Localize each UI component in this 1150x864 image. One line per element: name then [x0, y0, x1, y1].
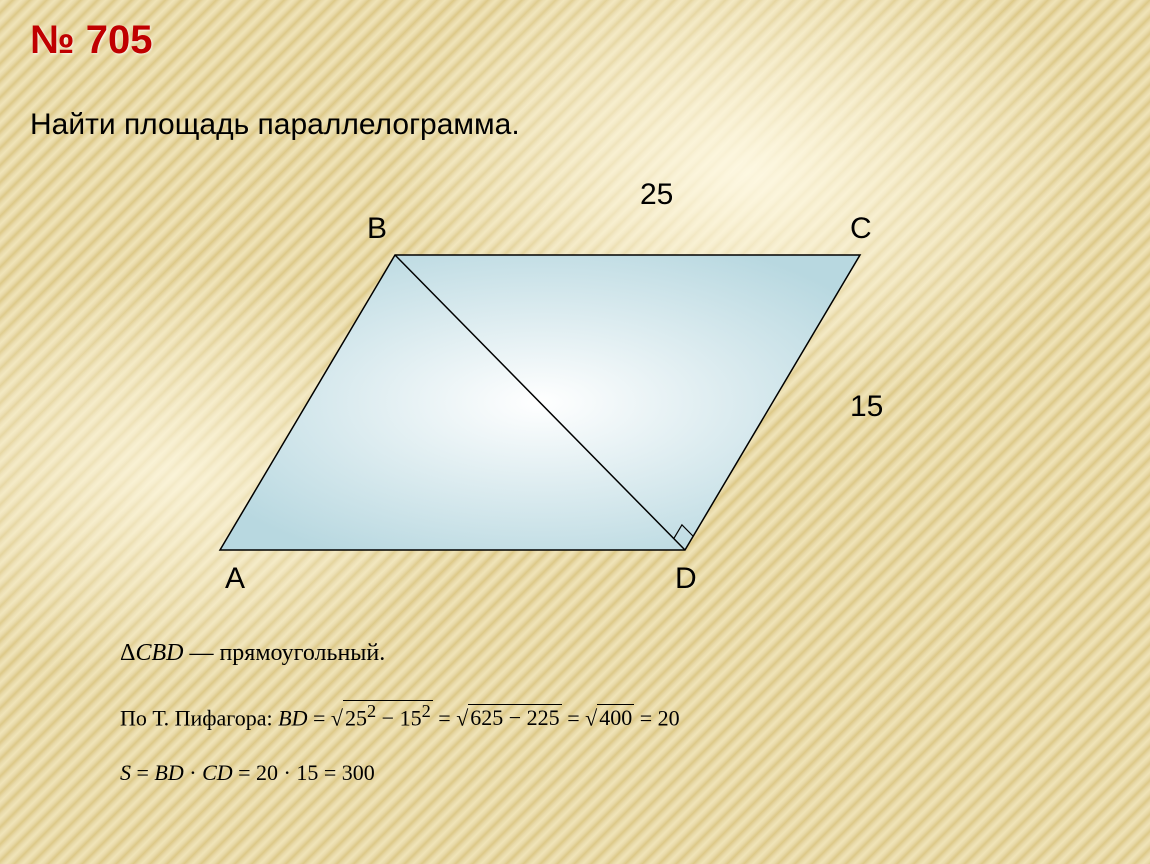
sqrt-icon: √ — [585, 705, 597, 730]
solution-line-2: По Т. Пифагора: BD = √252 − 152 = √625 −… — [120, 700, 680, 731]
bd-result: = 20 — [634, 705, 679, 730]
sqrt-icon: √ — [331, 705, 343, 730]
equals-4: = — [131, 760, 154, 785]
bd-term: BD — [154, 760, 183, 785]
problem-number: № 705 — [30, 18, 152, 63]
area-calc: = 20 · 15 = 300 — [233, 760, 375, 785]
solution-line-3: S = BD · CD = 20 · 15 = 300 — [120, 760, 375, 786]
sqrt-expr-3: 400 — [597, 704, 634, 731]
cd-term: CD — [202, 760, 233, 785]
side-label-bc: 25 — [640, 178, 673, 212]
right-triangle-text: прямоугольный. — [219, 640, 385, 666]
pythagoras-prefix: По Т. Пифагора: — [120, 705, 278, 730]
bd-var: BD — [278, 705, 307, 730]
vertex-label-a: A — [225, 562, 245, 596]
problem-statement: Найти площадь параллелограмма. — [30, 108, 520, 142]
s-var: S — [120, 760, 131, 785]
equals-1: = — [308, 705, 331, 730]
equals-3: = — [562, 705, 585, 730]
parallelogram-diagram: A B C D 25 15 — [130, 170, 950, 610]
sqrt-icon: √ — [456, 705, 468, 730]
triangle-name: CBD — [135, 640, 183, 666]
vertex-label-c: C — [850, 212, 872, 246]
vertex-label-b: B — [367, 212, 387, 246]
sqrt-expr-1: 252 − 152 — [343, 700, 433, 731]
sqrt-expr-2: 625 − 225 — [468, 704, 561, 731]
solution-line-1: ΔCBD — прямоугольный. — [120, 640, 385, 667]
delta-symbol: Δ — [120, 640, 135, 666]
side-label-cd: 15 — [850, 390, 883, 424]
diagram-svg — [130, 170, 950, 610]
equals-2: = — [433, 705, 456, 730]
vertex-label-d: D — [675, 562, 697, 596]
dot-1: · — [184, 760, 202, 785]
dash: — — [183, 640, 219, 666]
